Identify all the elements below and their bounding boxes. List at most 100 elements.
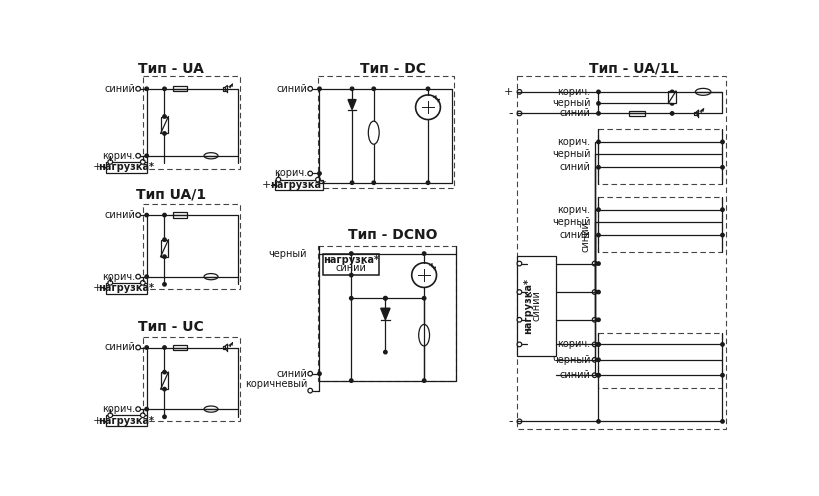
Bar — [598, 333, 722, 388]
Circle shape — [422, 297, 425, 300]
Circle shape — [163, 213, 166, 217]
Circle shape — [108, 160, 112, 164]
Circle shape — [318, 372, 321, 375]
Circle shape — [596, 102, 600, 105]
Text: Тип - UA: Тип - UA — [138, 62, 203, 76]
Circle shape — [145, 275, 148, 278]
Circle shape — [720, 234, 723, 237]
Bar — [629, 111, 645, 116]
Circle shape — [318, 172, 321, 175]
Circle shape — [591, 261, 596, 266]
Bar — [161, 372, 168, 389]
Bar — [517, 76, 726, 429]
Circle shape — [596, 140, 600, 144]
Circle shape — [596, 373, 600, 377]
Bar — [173, 345, 187, 350]
Bar — [667, 91, 675, 103]
Ellipse shape — [419, 324, 429, 346]
Bar — [106, 162, 147, 173]
Text: синий: синий — [580, 221, 590, 252]
Bar — [517, 256, 555, 356]
Circle shape — [163, 115, 166, 118]
Polygon shape — [347, 100, 355, 110]
Text: корич.: корич. — [557, 205, 590, 215]
Text: корич.: корич. — [102, 151, 135, 161]
Circle shape — [517, 90, 521, 94]
Text: синий: синий — [104, 343, 135, 353]
Text: корич.: корич. — [274, 169, 307, 179]
Circle shape — [136, 345, 140, 350]
Text: черный: черный — [551, 98, 590, 109]
Circle shape — [307, 388, 312, 393]
Text: синий: синий — [531, 291, 541, 321]
Bar — [161, 117, 168, 133]
Text: нагрузка*: нагрузка* — [323, 255, 379, 265]
Bar — [106, 283, 147, 294]
Text: синий: синий — [104, 210, 135, 220]
Circle shape — [307, 86, 312, 91]
Circle shape — [307, 372, 312, 376]
Circle shape — [108, 281, 112, 285]
Text: коричневый: коричневый — [244, 379, 307, 389]
Circle shape — [517, 317, 521, 322]
Circle shape — [350, 87, 353, 90]
Ellipse shape — [695, 88, 710, 95]
Bar — [694, 112, 696, 115]
Circle shape — [426, 87, 429, 90]
Circle shape — [136, 213, 140, 217]
Text: Тип - UA/1L: Тип - UA/1L — [588, 62, 677, 76]
Bar — [143, 337, 239, 422]
Bar — [274, 180, 322, 190]
Circle shape — [517, 290, 521, 294]
Circle shape — [349, 252, 352, 255]
Text: синий: синий — [559, 109, 590, 119]
Circle shape — [163, 371, 166, 374]
Circle shape — [596, 90, 600, 94]
Text: нагрузка*: нагрузка* — [98, 162, 154, 172]
Text: -: - — [508, 415, 513, 428]
Circle shape — [591, 317, 596, 322]
Circle shape — [596, 343, 600, 346]
Text: нагрузка*: нагрузка* — [98, 283, 154, 293]
Text: Тип - DC: Тип - DC — [360, 62, 426, 76]
Circle shape — [145, 213, 148, 217]
Text: корич.: корич. — [102, 272, 135, 282]
Circle shape — [670, 102, 673, 105]
Circle shape — [349, 379, 352, 382]
Circle shape — [517, 261, 521, 266]
Bar — [161, 240, 168, 256]
Bar — [106, 415, 147, 426]
Circle shape — [349, 273, 352, 277]
Circle shape — [315, 178, 320, 182]
Text: Тип - DCNO: Тип - DCNO — [348, 228, 437, 242]
Circle shape — [136, 407, 140, 411]
Bar — [323, 253, 378, 275]
Text: черный: черный — [551, 149, 590, 159]
Ellipse shape — [204, 274, 218, 280]
Text: Тип - UC: Тип - UC — [138, 320, 203, 334]
Text: синий: синий — [336, 263, 366, 273]
Circle shape — [517, 111, 521, 116]
Circle shape — [596, 373, 600, 377]
Circle shape — [596, 112, 600, 115]
Text: Тип UA/1: Тип UA/1 — [135, 187, 206, 201]
Circle shape — [720, 166, 723, 169]
Circle shape — [591, 373, 596, 377]
Circle shape — [720, 140, 723, 144]
Circle shape — [720, 208, 723, 211]
Circle shape — [596, 234, 600, 237]
Circle shape — [670, 90, 673, 94]
Circle shape — [596, 358, 600, 362]
Circle shape — [163, 283, 166, 286]
Circle shape — [136, 153, 140, 158]
Bar — [143, 76, 239, 169]
Ellipse shape — [368, 121, 378, 144]
Circle shape — [670, 112, 673, 115]
Bar — [318, 246, 455, 380]
Text: корич.: корич. — [557, 87, 590, 97]
Bar — [173, 86, 187, 91]
Text: синий: синий — [276, 84, 307, 94]
Text: синий: синий — [559, 230, 590, 240]
Bar — [223, 346, 225, 349]
Circle shape — [383, 297, 387, 300]
